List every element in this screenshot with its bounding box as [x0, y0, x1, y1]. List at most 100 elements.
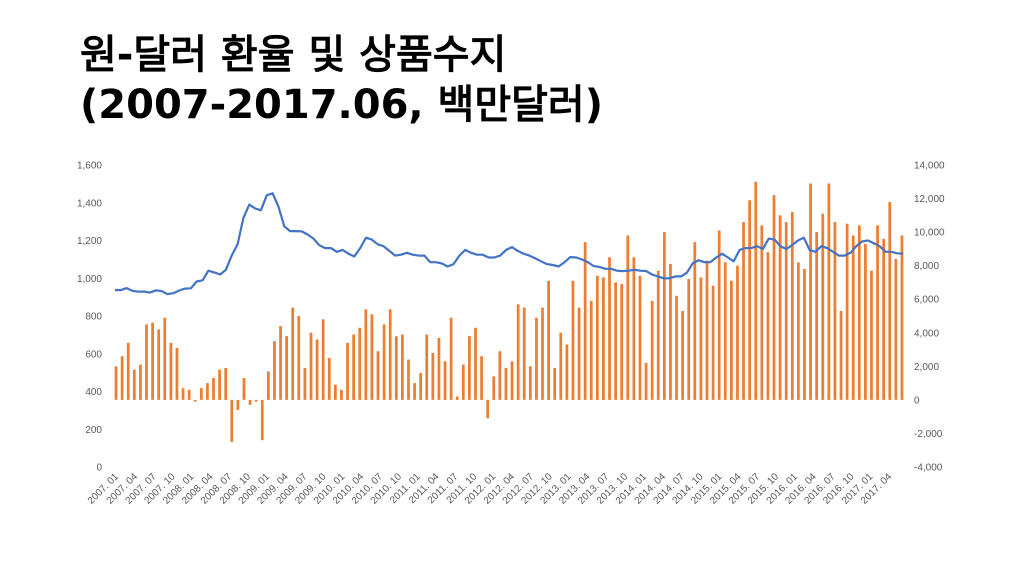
bar — [675, 295, 678, 400]
bar — [315, 339, 319, 400]
bar — [248, 399, 252, 405]
bar — [845, 223, 849, 400]
bar — [340, 389, 343, 400]
bar — [857, 225, 861, 400]
bar — [419, 373, 423, 400]
bar — [309, 332, 313, 400]
bar — [260, 399, 264, 441]
bar — [766, 252, 770, 400]
left-axis-tick-label: 1,600 — [77, 161, 102, 172]
bar — [187, 389, 191, 400]
right-axis-tick-label: 2,000 — [914, 362, 939, 373]
bar — [632, 257, 636, 400]
bar — [736, 265, 739, 400]
right-axis-tick-label: 8,000 — [914, 261, 939, 272]
bar — [120, 356, 124, 400]
bar — [687, 279, 691, 400]
right-axis-tick-label: 14,000 — [914, 161, 945, 172]
bar — [522, 307, 526, 400]
bar — [498, 351, 502, 400]
bar — [199, 388, 203, 400]
bar — [595, 275, 599, 400]
bar — [224, 368, 228, 400]
bar — [851, 235, 855, 400]
bar — [614, 282, 617, 400]
bar — [870, 270, 873, 400]
bar — [145, 324, 148, 400]
bar — [888, 201, 892, 400]
bar — [443, 361, 447, 400]
bar — [327, 357, 331, 400]
bar — [876, 225, 879, 400]
bar — [431, 352, 435, 400]
bar — [602, 277, 605, 400]
bar — [821, 213, 825, 400]
bar — [833, 222, 837, 400]
bar — [236, 399, 240, 410]
bar — [705, 260, 709, 400]
bar — [132, 369, 136, 400]
bar — [778, 215, 782, 400]
bar — [620, 284, 624, 400]
bar — [656, 270, 660, 400]
bar — [297, 316, 301, 400]
title-line-1: 원-달러 환율 및 상품수지 — [80, 32, 507, 78]
bar — [175, 347, 179, 400]
bar — [437, 337, 441, 400]
bar — [516, 304, 520, 400]
bar — [285, 336, 288, 400]
bar — [754, 181, 758, 400]
bar — [815, 232, 819, 400]
bar — [809, 183, 812, 400]
bar — [181, 388, 185, 400]
bar — [212, 378, 215, 400]
bar — [693, 242, 697, 400]
bar — [266, 371, 270, 400]
bar — [711, 285, 715, 400]
bar — [449, 317, 453, 400]
bar — [346, 342, 349, 400]
bar — [169, 342, 173, 400]
bar — [772, 195, 776, 400]
bar — [535, 317, 538, 400]
bar — [662, 232, 666, 400]
left-axis-tick-label: 0 — [96, 463, 102, 474]
bar — [157, 329, 161, 400]
bar — [839, 310, 843, 400]
right-axis-tick-label: -4,000 — [914, 463, 943, 474]
bar — [681, 310, 684, 400]
bar — [571, 280, 575, 400]
bar — [528, 366, 532, 400]
bar — [742, 222, 745, 400]
left-axis-tick-label: 1,000 — [77, 274, 102, 285]
bar — [559, 332, 563, 400]
bar — [504, 368, 508, 400]
bar — [279, 326, 282, 400]
bar — [291, 307, 295, 400]
bar — [126, 342, 130, 400]
bar — [748, 200, 752, 400]
bar — [413, 383, 416, 400]
bar — [541, 307, 544, 400]
bar — [139, 364, 142, 400]
bar — [608, 257, 611, 400]
left-axis-tick-label: 800 — [85, 312, 102, 323]
bar — [474, 327, 477, 400]
bar — [425, 334, 429, 400]
title-line-2: (2007-2017.06, 백만달러) — [80, 82, 604, 128]
bar — [626, 235, 630, 400]
bar — [461, 364, 465, 400]
bar — [827, 183, 831, 400]
bar — [394, 336, 398, 400]
right-axis-tick-label: 12,000 — [914, 194, 945, 205]
right-axis-tick-label: 10,000 — [914, 228, 945, 239]
bar — [352, 334, 356, 400]
bar — [730, 280, 733, 400]
bar — [193, 399, 197, 402]
bar — [583, 242, 587, 400]
right-axis-tick-label: -2,000 — [914, 429, 943, 440]
bar — [376, 351, 380, 400]
bar — [334, 384, 337, 400]
bar — [364, 309, 368, 400]
